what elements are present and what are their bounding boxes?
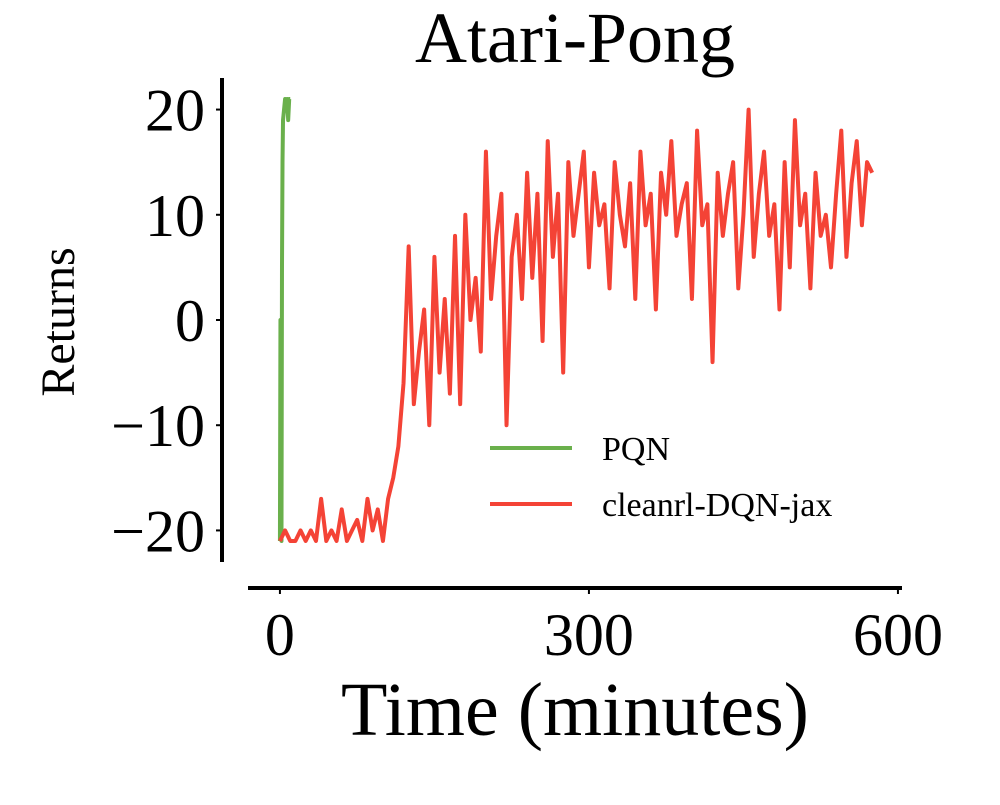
legend-label: cleanrl-DQN-jax: [602, 487, 832, 524]
legend-label: PQN: [602, 431, 670, 468]
y-tick-label: 20: [145, 78, 205, 144]
y-axis-label: Returns: [32, 247, 85, 396]
x-tick-label: 300: [544, 602, 634, 668]
x-tick-label: 0: [265, 602, 295, 668]
series-line: [277, 97, 292, 543]
x-axis-label: Time (minutes): [341, 668, 809, 752]
y-tick-label: 10: [145, 183, 205, 249]
series-line: [278, 107, 874, 543]
y-tick-label: −10: [111, 393, 205, 459]
x-tick-label: 600: [853, 602, 943, 668]
chart-title: Atari-Pong: [415, 0, 735, 78]
y-tick-label: −20: [111, 498, 205, 564]
y-tick-label: 0: [175, 288, 205, 354]
